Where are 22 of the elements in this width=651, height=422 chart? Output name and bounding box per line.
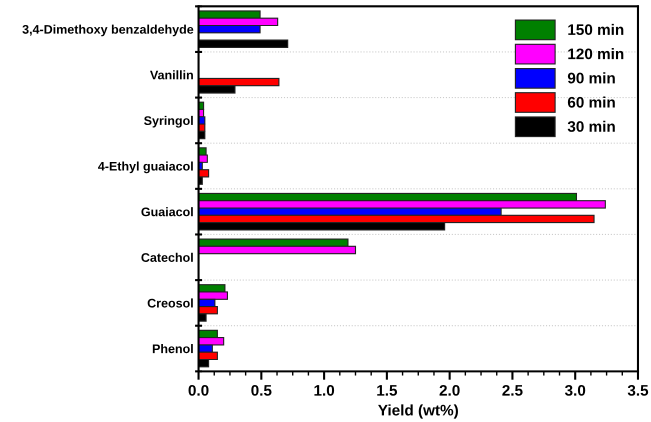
legend-label: 150 min xyxy=(568,24,624,36)
x-tick-label: 0.0 xyxy=(188,384,209,396)
y-tick-label: 3,4-Dimethoxy benzaldehyde xyxy=(22,24,194,36)
y-tick-label: Syringol xyxy=(144,116,193,128)
y-tick-label: Catechol xyxy=(141,252,193,262)
legend-label: 30 min xyxy=(568,120,615,132)
x-tick-label: 2.0 xyxy=(440,384,460,396)
legend-label: 90 min xyxy=(568,72,615,84)
x-tick-label: 3.5 xyxy=(628,384,648,396)
legend-label: 60 min xyxy=(568,96,615,108)
x-tick-label: 1.0 xyxy=(314,384,334,396)
y-tick-label: 4-Ethyl guaiacol xyxy=(98,162,193,174)
x-tick-label: 0.5 xyxy=(251,384,272,396)
x-tick-label: 1.5 xyxy=(377,385,398,396)
x-tick-label: 2.5 xyxy=(502,384,523,396)
x-tick-label: 3.0 xyxy=(564,384,586,396)
x-axis-title: Yield (wt%) xyxy=(378,404,458,419)
legend-label: 120 min xyxy=(568,48,624,60)
y-tick-label: Guaiacol xyxy=(141,207,193,216)
y-tick-label: Creosol xyxy=(148,298,193,308)
y-tick-label: Vanillin xyxy=(150,70,193,80)
y-tick-label: Phenol xyxy=(152,344,193,354)
